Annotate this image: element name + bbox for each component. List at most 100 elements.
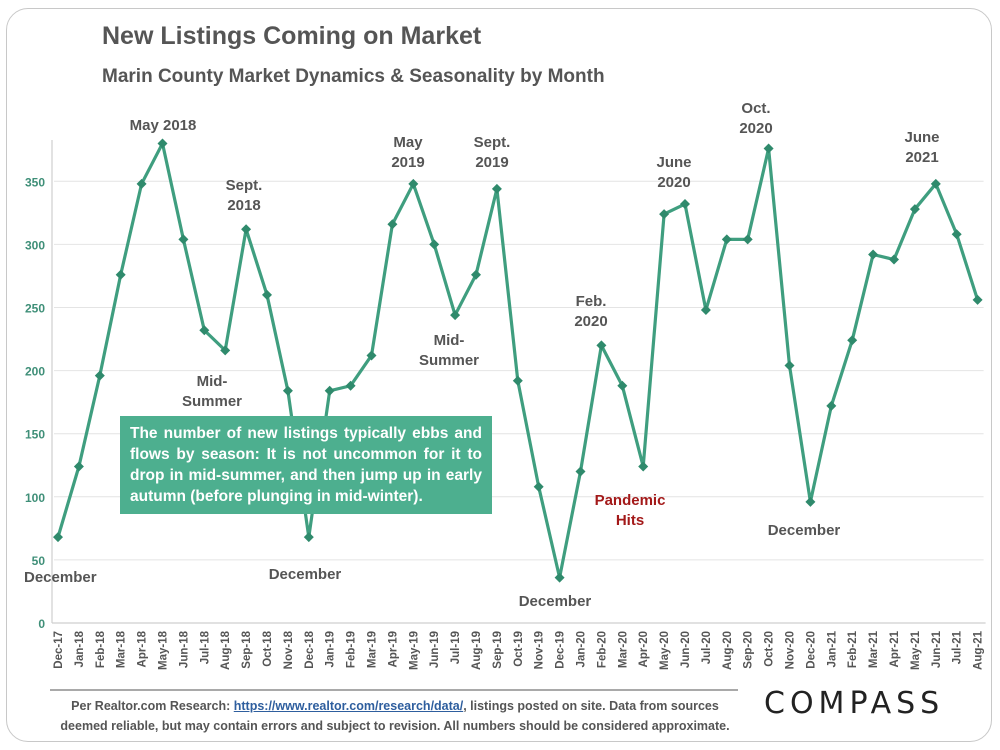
x-tick-label: Aug-19 bbox=[471, 631, 483, 670]
source-link[interactable]: https://www.realtor.com/research/data/ bbox=[233, 699, 464, 713]
footer-prefix: Per Realtor.com Research: bbox=[71, 699, 234, 713]
data-point bbox=[868, 249, 879, 260]
annotation-label: June bbox=[656, 154, 691, 171]
x-tick-label: Nov-18 bbox=[283, 630, 295, 669]
x-tick-label: Jun-21 bbox=[931, 630, 943, 668]
data-point bbox=[638, 461, 649, 472]
x-tick-label: Nov-20 bbox=[785, 631, 797, 669]
y-tick-label: 0 bbox=[38, 617, 45, 631]
annotation-label: 2020 bbox=[574, 313, 607, 330]
data-point bbox=[115, 269, 126, 280]
annotation-label: Pandemic bbox=[595, 492, 666, 509]
annotation-label: June bbox=[904, 129, 939, 146]
x-tick-label: Jun-18 bbox=[178, 630, 190, 668]
annotation-label: 2019 bbox=[475, 154, 508, 171]
data-point bbox=[575, 466, 586, 477]
data-point bbox=[429, 239, 440, 250]
data-point bbox=[157, 138, 168, 149]
annotation-label: May bbox=[393, 134, 423, 151]
x-tick-label: Mar-21 bbox=[868, 630, 880, 668]
x-tick-label: Dec-18 bbox=[304, 630, 316, 668]
x-tick-label: Aug-21 bbox=[973, 630, 985, 670]
chart-title: New Listings Coming on Market bbox=[102, 22, 482, 50]
data-point bbox=[471, 269, 481, 280]
x-tick-label: Oct-18 bbox=[262, 630, 274, 666]
x-tick-label: Mar-20 bbox=[617, 631, 629, 668]
y-tick-label: 150 bbox=[25, 428, 45, 442]
data-point bbox=[951, 229, 962, 240]
footer-suffix: , listings posted on site. Data from sou… bbox=[60, 699, 730, 733]
data-point bbox=[721, 234, 732, 245]
x-tick-label: Apr-20 bbox=[638, 631, 650, 667]
annotation-label: December bbox=[24, 569, 97, 586]
footer-divider bbox=[50, 689, 738, 691]
data-point bbox=[324, 385, 335, 396]
x-tick-label: Feb-18 bbox=[95, 630, 107, 668]
y-tick-label: 300 bbox=[25, 238, 45, 252]
x-tick-label: Dec-19 bbox=[555, 631, 567, 669]
x-tick-label: Feb-19 bbox=[346, 631, 358, 668]
compass-logo: COMPASS bbox=[764, 686, 945, 721]
annotation-label: Mid- bbox=[197, 373, 228, 390]
x-tick-label: Aug-18 bbox=[220, 630, 232, 670]
data-point bbox=[408, 178, 419, 189]
annotation-label: December bbox=[269, 566, 342, 583]
x-tick-label: Apr-21 bbox=[889, 630, 901, 667]
data-point bbox=[659, 209, 670, 220]
x-tick-label: Oct-20 bbox=[764, 631, 776, 667]
x-tick-label: Apr-18 bbox=[137, 630, 149, 667]
x-tick-label: May-20 bbox=[659, 631, 671, 670]
data-point bbox=[366, 350, 377, 361]
y-tick-label: 250 bbox=[25, 302, 45, 316]
x-tick-label: May-19 bbox=[408, 631, 420, 670]
data-point bbox=[345, 380, 356, 391]
annotation-label: 2021 bbox=[905, 149, 938, 166]
annotation-label: Sept. bbox=[474, 134, 511, 151]
x-tick-label: Jul-18 bbox=[199, 630, 211, 664]
data-point bbox=[700, 305, 711, 316]
data-point bbox=[136, 178, 147, 189]
data-point bbox=[178, 234, 189, 245]
y-tick-label: 200 bbox=[25, 365, 45, 379]
chart-subtitle: Marin County Market Dynamics & Seasonali… bbox=[102, 66, 605, 87]
x-tick-label: Jan-20 bbox=[576, 631, 588, 667]
x-tick-label: Jul-21 bbox=[952, 630, 964, 664]
annotation-label: Feb. bbox=[576, 293, 607, 310]
x-tick-label: May-18 bbox=[158, 630, 170, 670]
data-point bbox=[847, 335, 858, 346]
x-tick-label: Feb-21 bbox=[847, 630, 859, 668]
x-tick-label: Mar-18 bbox=[116, 630, 128, 668]
annotation-label: December bbox=[519, 593, 592, 610]
annotation-label: Oct. bbox=[741, 100, 770, 117]
annotation-label: 2018 bbox=[227, 197, 260, 214]
data-point bbox=[763, 143, 774, 154]
y-tick-label: 350 bbox=[25, 175, 45, 189]
annotation-label: Sept. bbox=[226, 177, 263, 194]
x-tick-label: Apr-19 bbox=[387, 631, 399, 667]
x-tick-label: Sep-19 bbox=[492, 631, 504, 669]
data-point bbox=[241, 224, 252, 235]
data-point bbox=[199, 325, 210, 336]
annotation-label: December bbox=[768, 522, 841, 539]
data-point bbox=[282, 385, 293, 396]
data-point bbox=[596, 340, 607, 351]
data-point bbox=[805, 496, 816, 507]
data-point bbox=[491, 183, 502, 194]
x-tick-label: Jul-20 bbox=[701, 631, 713, 664]
annotation-label: Hits bbox=[616, 512, 644, 529]
y-tick-label: 50 bbox=[32, 554, 46, 568]
x-tick-label: Aug-20 bbox=[722, 631, 734, 670]
data-point bbox=[930, 178, 941, 189]
x-tick-label: Oct-19 bbox=[513, 631, 525, 667]
data-point bbox=[972, 294, 983, 305]
annotation-label: Mid- bbox=[434, 332, 465, 349]
data-point bbox=[262, 289, 272, 300]
x-tick-label: Jan-19 bbox=[325, 631, 337, 667]
data-point bbox=[303, 532, 314, 543]
data-point bbox=[512, 375, 523, 386]
data-point bbox=[53, 532, 63, 543]
callout-box: The number of new listings typically ebb… bbox=[120, 416, 492, 514]
x-tick-label: Sep-18 bbox=[241, 630, 253, 668]
data-point bbox=[784, 360, 795, 371]
x-tick-label: Dec-20 bbox=[805, 631, 817, 669]
